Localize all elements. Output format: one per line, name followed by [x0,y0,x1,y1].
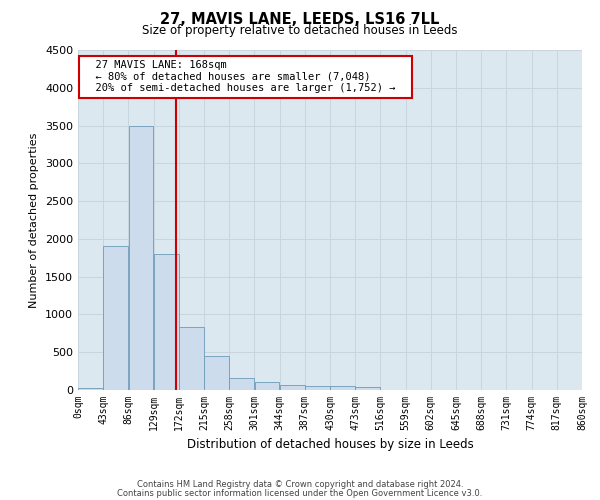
Bar [254,382,280,390]
Text: 27 MAVIS LANE: 168sqm  
  ← 80% of detached houses are smaller (7,048)  
  20% o: 27 MAVIS LANE: 168sqm ← 80% of detached … [83,60,408,94]
Bar [280,384,305,390]
Bar [154,254,179,390]
Bar [355,386,380,390]
Bar [128,126,154,390]
Bar [103,246,128,390]
Text: Contains HM Land Registry data © Crown copyright and database right 2024.: Contains HM Land Registry data © Crown c… [137,480,463,489]
Text: Contains public sector information licensed under the Open Government Licence v3: Contains public sector information licen… [118,488,482,498]
X-axis label: Distribution of detached houses by size in Leeds: Distribution of detached houses by size … [187,438,473,452]
Text: 27, MAVIS LANE, LEEDS, LS16 7LL: 27, MAVIS LANE, LEEDS, LS16 7LL [160,12,440,28]
Bar [179,328,204,390]
Bar [78,388,103,390]
Bar [204,356,229,390]
Text: Size of property relative to detached houses in Leeds: Size of property relative to detached ho… [142,24,458,37]
Y-axis label: Number of detached properties: Number of detached properties [29,132,40,308]
Bar [330,386,355,390]
Bar [229,378,254,390]
Bar [305,386,330,390]
